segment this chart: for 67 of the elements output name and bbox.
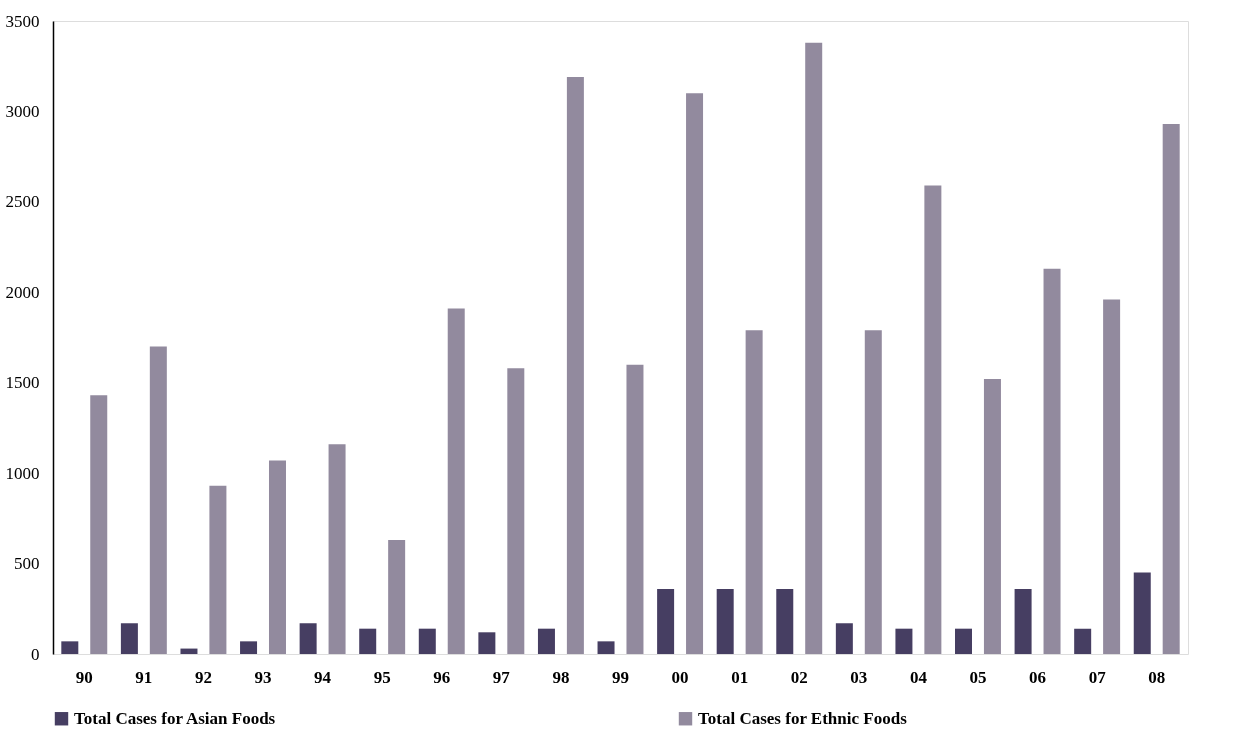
- bar: [240, 641, 258, 654]
- bar: [835, 623, 853, 654]
- x-tick-label: 90: [75, 667, 93, 687]
- bar: [1162, 124, 1180, 654]
- x-tick-label: 93: [254, 667, 272, 687]
- bar: [597, 641, 615, 654]
- y-tick-label: 3500: [5, 11, 40, 31]
- y-tick-label: 0: [31, 644, 40, 664]
- bar: [566, 77, 584, 654]
- x-tick-label: 96: [433, 667, 451, 687]
- bar: [657, 588, 675, 654]
- legend-label: Total Cases for Ethnic Foods: [698, 708, 908, 728]
- bar: [180, 648, 198, 654]
- bar: [418, 628, 436, 654]
- bar: [745, 330, 763, 654]
- bar: [447, 308, 465, 654]
- bar: [388, 540, 406, 654]
- y-tick-label: 1000: [5, 463, 40, 483]
- x-tick-label: 06: [1029, 667, 1047, 687]
- bar: [924, 185, 942, 654]
- bar: [537, 628, 555, 654]
- bar: [1103, 299, 1121, 654]
- x-tick-label: 94: [314, 667, 332, 687]
- bar: [120, 623, 138, 654]
- x-tick-label: 07: [1088, 667, 1107, 687]
- legend-label: Total Cases for Asian Foods: [74, 708, 276, 728]
- bar: [359, 628, 377, 654]
- bar: [1014, 588, 1032, 654]
- x-tick-label: 03: [850, 667, 868, 687]
- bar: [268, 460, 286, 654]
- bar: [507, 368, 525, 654]
- bar: [1043, 268, 1061, 654]
- bar: [776, 588, 794, 654]
- bar: [328, 444, 346, 654]
- x-tick-label: 92: [194, 667, 212, 687]
- bar: [1074, 628, 1092, 654]
- x-tick-label: 98: [552, 667, 570, 687]
- x-tick-label: 91: [135, 667, 153, 687]
- x-tick-label: 00: [671, 667, 689, 687]
- x-tick-label: 99: [612, 667, 629, 687]
- y-tick-label: 2000: [5, 282, 40, 302]
- bar: [955, 628, 973, 654]
- bar: [895, 628, 913, 654]
- bar: [149, 346, 167, 654]
- bar: [478, 632, 496, 654]
- bar: [805, 42, 823, 654]
- x-tick-label: 97: [492, 667, 511, 687]
- bar: [209, 485, 227, 654]
- x-tick-label: 05: [969, 667, 987, 687]
- bar: [626, 364, 644, 654]
- x-tick-label: 02: [790, 667, 808, 687]
- x-tick-label: 04: [909, 667, 928, 687]
- y-tick-label: 2500: [5, 192, 40, 212]
- x-tick-label: 01: [731, 667, 749, 687]
- y-tick-label: 3000: [5, 101, 40, 121]
- y-tick-label: 1500: [5, 373, 40, 393]
- y-tick-label: 500: [14, 554, 40, 574]
- x-tick-label: 95: [373, 667, 391, 687]
- bar: [90, 395, 108, 654]
- bar: [686, 93, 704, 654]
- bar: [299, 623, 317, 654]
- bar: [716, 588, 734, 654]
- bar: [864, 330, 882, 654]
- bar: [1133, 572, 1151, 654]
- bar: [983, 379, 1001, 654]
- bar: [61, 641, 79, 654]
- x-tick-label: 08: [1148, 667, 1166, 687]
